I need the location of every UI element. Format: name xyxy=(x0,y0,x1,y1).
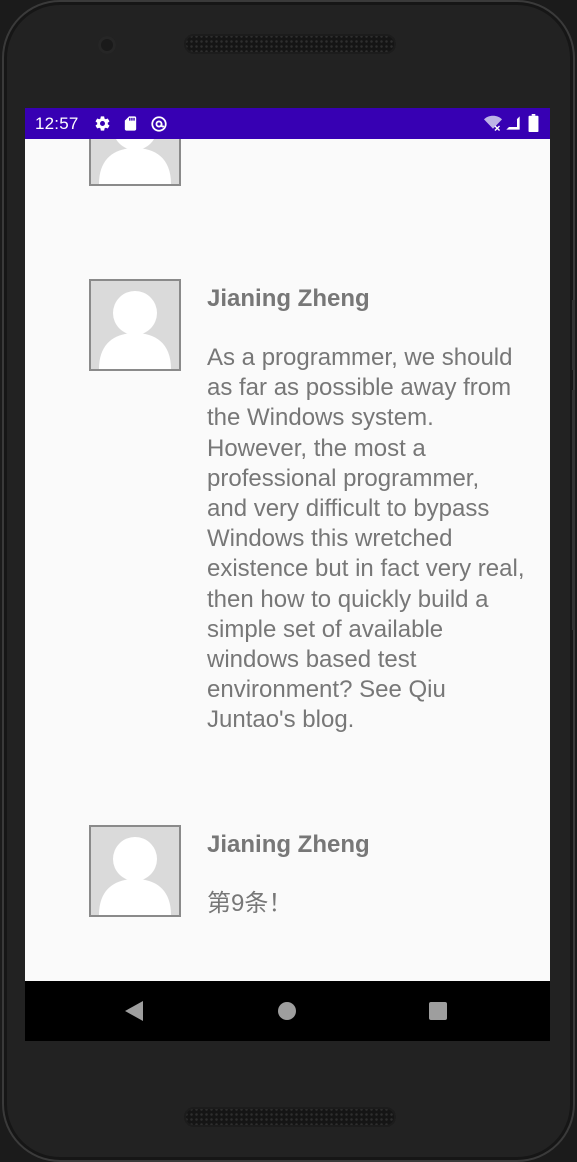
front-camera xyxy=(98,36,116,54)
default-avatar-icon xyxy=(99,837,171,915)
top-speaker-grille xyxy=(184,34,396,54)
navigation-bar xyxy=(25,981,550,1041)
power-button xyxy=(572,390,575,630)
gear-icon xyxy=(95,116,110,131)
sd-card-icon xyxy=(124,116,137,131)
author-name: Jianing Zheng xyxy=(207,831,370,858)
avatar xyxy=(89,139,181,186)
status-time: 12:57 xyxy=(35,114,79,133)
author-name: Jianing Zheng xyxy=(207,285,370,312)
avatar xyxy=(89,825,181,917)
default-avatar-icon xyxy=(99,139,171,184)
wifi-no-connection-icon xyxy=(484,115,502,132)
post-text: 第9条！ xyxy=(207,890,293,917)
default-avatar-icon xyxy=(99,291,171,369)
recents-icon[interactable] xyxy=(429,1002,447,1020)
phone-screen: 12:57 xyxy=(25,108,550,1041)
cellular-signal-icon xyxy=(506,116,520,130)
status-bar: 12:57 xyxy=(25,108,550,139)
back-icon[interactable] xyxy=(125,1001,143,1021)
bottom-speaker-grille xyxy=(184,1107,396,1127)
volume-button xyxy=(572,300,575,370)
home-icon[interactable] xyxy=(278,1002,296,1020)
at-sign-icon xyxy=(151,116,167,132)
post-text: As a programmer, we should as far as pos… xyxy=(207,344,525,734)
avatar xyxy=(89,279,181,371)
feed-list[interactable]: Jianing Zheng As a programmer, we should… xyxy=(25,139,550,981)
battery-icon xyxy=(528,114,539,132)
